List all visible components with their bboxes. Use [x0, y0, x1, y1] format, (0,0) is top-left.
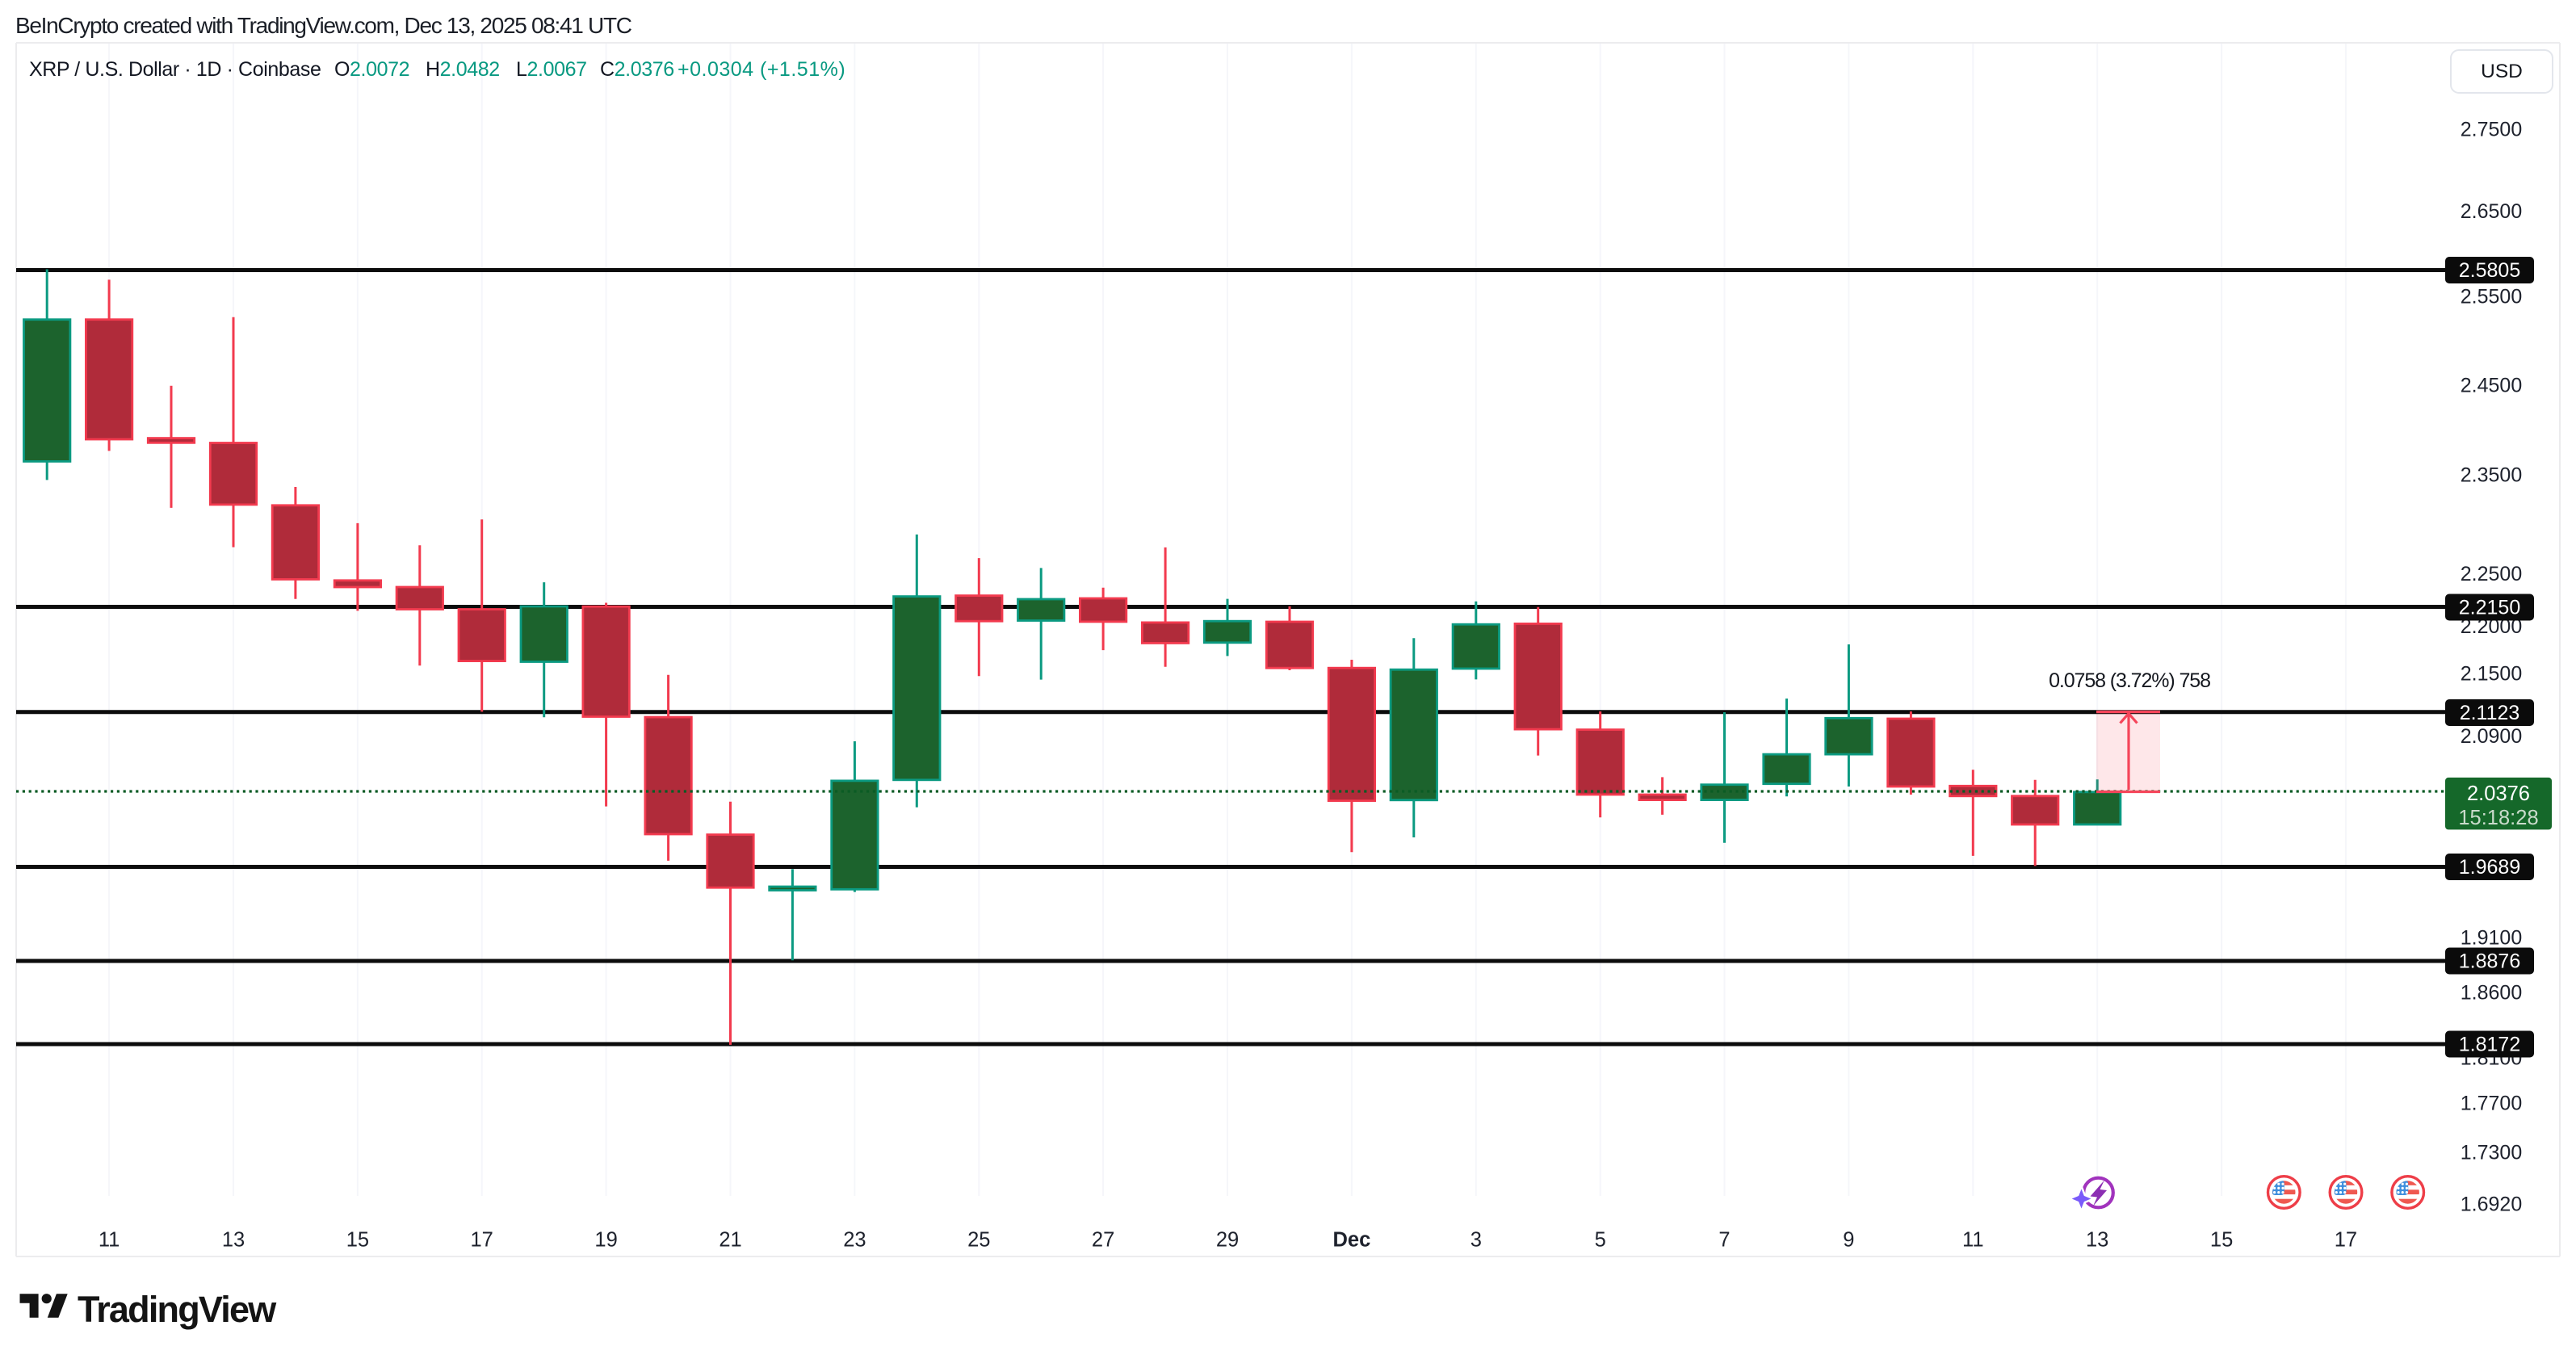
svg-text:2.1500: 2.1500 [2461, 663, 2522, 686]
svg-text:11: 11 [99, 1229, 120, 1252]
svg-text:13: 13 [222, 1229, 245, 1252]
svg-text:1.6920: 1.6920 [2461, 1193, 2522, 1216]
svg-text:2.0900: 2.0900 [2461, 725, 2522, 748]
svg-text:13: 13 [2086, 1229, 2108, 1252]
svg-text:9: 9 [1843, 1229, 1854, 1252]
svg-text:2.7500: 2.7500 [2461, 119, 2522, 141]
svg-text:Dec: Dec [1333, 1229, 1371, 1252]
svg-text:15: 15 [2210, 1229, 2233, 1252]
svg-text:1.8600: 1.8600 [2461, 982, 2522, 1005]
svg-text:15:18:28: 15:18:28 [2458, 807, 2538, 829]
svg-text:USD: USD [2481, 61, 2523, 82]
svg-text:2.0376: 2.0376 [2467, 782, 2530, 805]
svg-text:17: 17 [471, 1229, 493, 1252]
svg-text:17: 17 [2335, 1229, 2357, 1252]
svg-text:1.9100: 1.9100 [2461, 927, 2522, 950]
svg-text:25: 25 [967, 1229, 990, 1252]
svg-text:2.6500: 2.6500 [2461, 200, 2522, 223]
svg-text:2.2500: 2.2500 [2461, 563, 2522, 585]
svg-text:0.0758 (3.72%) 758: 0.0758 (3.72%) 758 [2049, 669, 2210, 692]
svg-text:2.2150: 2.2150 [2459, 597, 2520, 619]
svg-text:2.4500: 2.4500 [2461, 375, 2522, 397]
svg-text:1.8876: 1.8876 [2459, 950, 2520, 973]
svg-text:2.1123: 2.1123 [2460, 702, 2520, 724]
svg-text:2.5805: 2.5805 [2459, 259, 2520, 282]
svg-text:1.8172: 1.8172 [2459, 1034, 2520, 1056]
svg-text:11: 11 [1962, 1229, 1983, 1252]
svg-text:1.7300: 1.7300 [2461, 1142, 2522, 1164]
svg-text:1.7700: 1.7700 [2461, 1093, 2522, 1115]
svg-text:5: 5 [1595, 1229, 1606, 1252]
svg-text:3: 3 [1471, 1229, 1482, 1252]
svg-text:7: 7 [1718, 1229, 1730, 1252]
svg-text:15: 15 [346, 1229, 369, 1252]
svg-text:TradingView: TradingView [78, 1289, 277, 1330]
svg-text:19: 19 [594, 1229, 617, 1252]
svg-text:2.3500: 2.3500 [2461, 464, 2522, 487]
svg-text:27: 27 [1092, 1229, 1114, 1252]
svg-text:2.5500: 2.5500 [2461, 286, 2522, 308]
svg-text:1.9689: 1.9689 [2459, 856, 2520, 879]
svg-text:23: 23 [843, 1229, 866, 1252]
svg-text:29: 29 [1216, 1229, 1239, 1252]
svg-text:21: 21 [719, 1229, 741, 1252]
